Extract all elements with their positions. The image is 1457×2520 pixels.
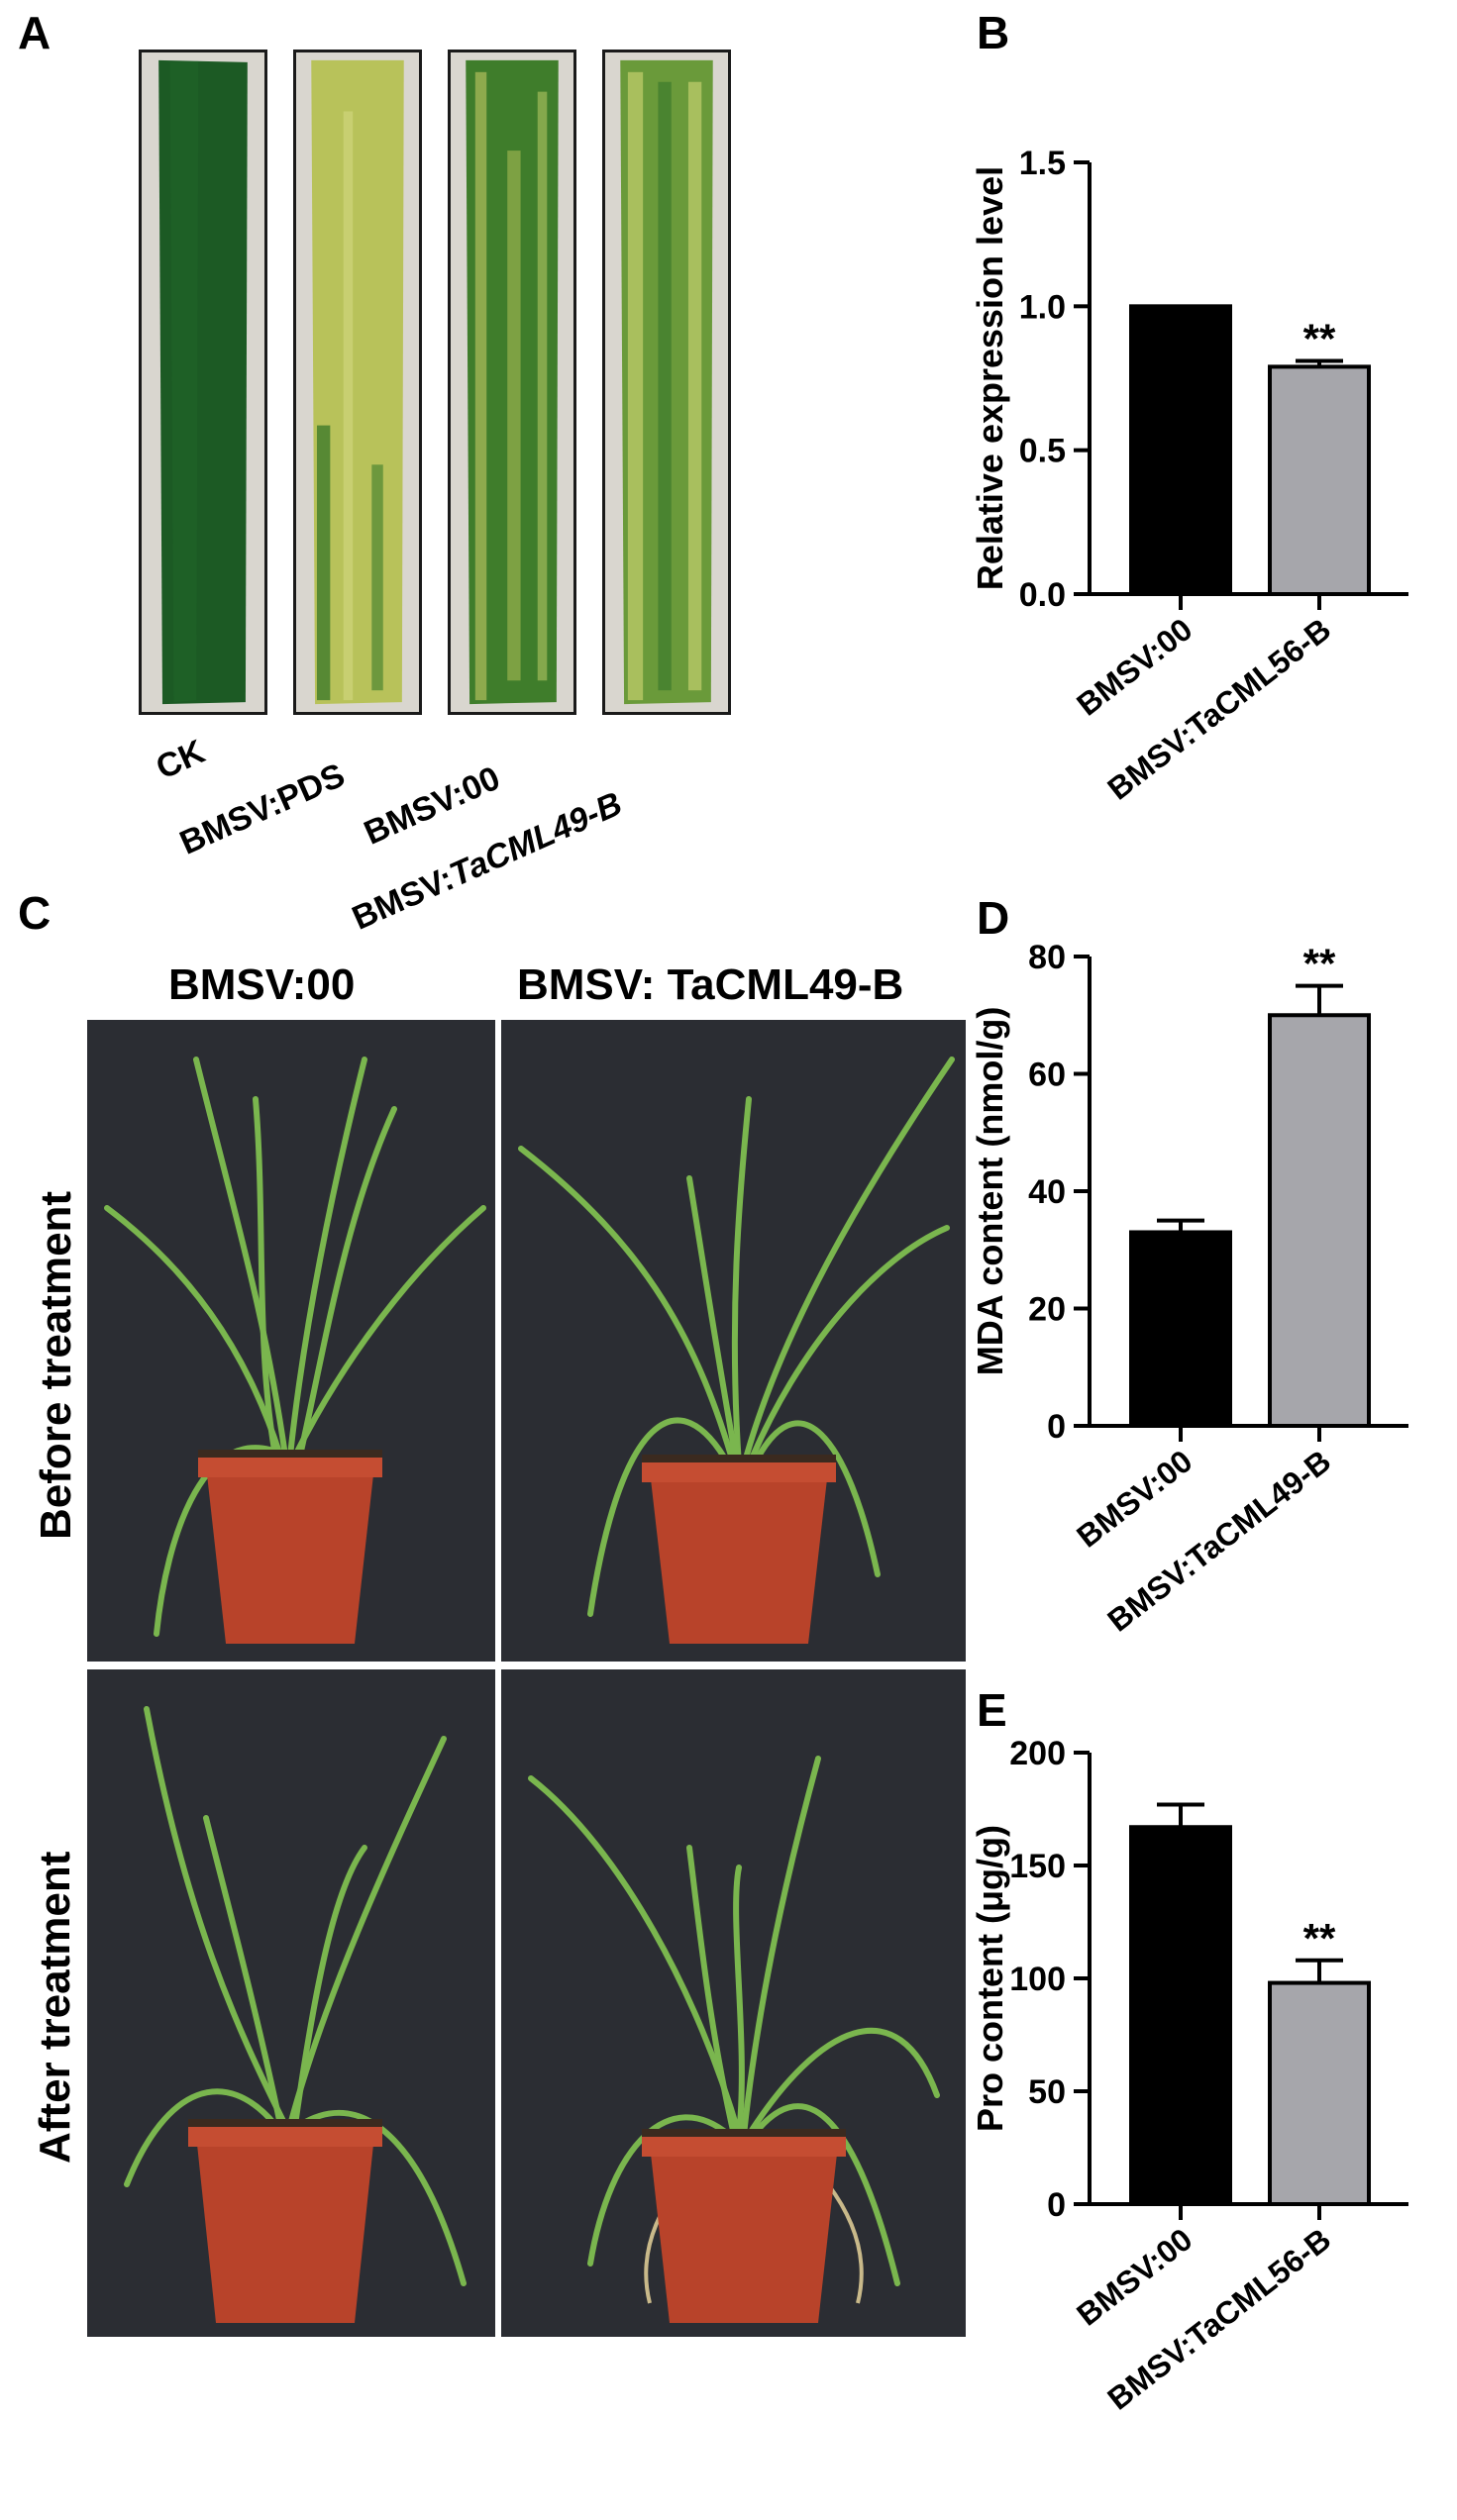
chart-e: 0 50 100 150 200 Pro content (μg/g) BMSV:00 ** B… <box>951 1733 1446 2505</box>
photo-bmsv-00-after <box>87 1669 495 2337</box>
chart-e-bar <box>1129 1825 1232 2207</box>
chart-d-bar <box>1268 1013 1371 1428</box>
leaf-label-prefix: BMSV: <box>347 859 460 938</box>
chart-b-significance: ** <box>1303 316 1336 362</box>
chart-d-significance: ** <box>1303 941 1336 987</box>
chart-b-bar <box>1268 364 1371 596</box>
panel-label-d: D <box>977 892 1010 944</box>
chart-b-category-label: BMSV:TaCML56-B <box>1100 611 1337 807</box>
chart-b-ytick-label: 1.5 <box>1019 145 1066 182</box>
chart-d-ylabel: MDA content (nmol/g) <box>970 1007 1010 1376</box>
leaf-image-ck <box>139 50 267 715</box>
chart-d-category-label: BMSV:00 <box>1070 1443 1198 1555</box>
col-title-bmsv-tacml49-b: BMSV: TaCML49-B <box>517 960 904 1009</box>
chart-b: 0.0 0.5 1.0 1.5 Relative expression level BMS… <box>951 59 1446 891</box>
chart-b-ytick-label: 0.0 <box>1019 576 1066 614</box>
chart-e-ytick-label: 50 <box>1028 2073 1066 2111</box>
chart-e-ytick-label: 150 <box>1009 1848 1066 1885</box>
chart-d-ytick-label: 60 <box>1028 1057 1066 1094</box>
leaf-label-ck: CK <box>151 733 211 787</box>
row-title-after-treatment: After treatment <box>31 1851 79 2164</box>
chart-d-ytick-label: 0 <box>1047 1408 1066 1446</box>
chart-e-category-label: BMSV:TaCML56-B <box>1100 2221 1337 2417</box>
photo-bmsv-tacml49-b-before <box>501 1020 966 1662</box>
chart-e-ytick-label: 100 <box>1009 1961 1066 1998</box>
leaf-label-bmsv-00: BMSV:00 <box>359 758 506 853</box>
photo-bmsv-00-before <box>87 1020 495 1662</box>
chart-d-category-label: BMSV:TaCML49-B <box>1100 1443 1337 1639</box>
panel-label-a: A <box>18 7 52 58</box>
chart-d-ytick-label: 40 <box>1028 1173 1066 1211</box>
chart-e-svg: 0 50 100 150 200 Pro content (μg/g) BMSV:00 ** B… <box>970 1735 1408 2417</box>
chart-d-bar <box>1129 1230 1232 1428</box>
chart-b-ylabel: Relative expression level <box>970 166 1010 590</box>
panel-label-c: C <box>18 887 52 939</box>
chart-b-ytick-label: 0.5 <box>1019 433 1066 470</box>
chart-b-ytick-label: 1.0 <box>1019 288 1066 326</box>
leaf-image-bmsv-00 <box>448 50 576 715</box>
photo-bmsv-tacml49-b-after <box>501 1669 966 2337</box>
chart-e-ytick-label: 0 <box>1047 2186 1066 2224</box>
chart-e-ylabel: Pro content (μg/g) <box>970 1825 1010 2132</box>
chart-d: 0 20 40 60 80 MDA content (nmol/g) BMSV:00 ** BM… <box>951 939 1446 1693</box>
chart-e-category-label: BMSV:00 <box>1070 2221 1198 2333</box>
chart-e-bar <box>1268 1980 1371 2206</box>
leaf-image-bmsv-pds <box>293 50 422 715</box>
panel-label-e: E <box>977 1684 1007 1736</box>
chart-b-bar <box>1129 304 1232 596</box>
col-title-bmsv-00: BMSV:00 <box>168 960 356 1009</box>
chart-d-ytick-label: 20 <box>1028 1291 1066 1329</box>
leaf-image-bmsv-tacml49-b <box>602 50 731 715</box>
chart-e-ytick-label: 200 <box>1009 1735 1066 1772</box>
row-title-before-treatment: Before treatment <box>32 1190 80 1540</box>
panel-label-b: B <box>977 7 1010 58</box>
chart-b-category-label: BMSV:00 <box>1070 611 1198 723</box>
chart-d-ytick-label: 80 <box>1028 939 1066 976</box>
chart-d-svg: 0 20 40 60 80 MDA content (nmol/g) BMSV:00 ** BM… <box>970 939 1408 1639</box>
chart-e-significance: ** <box>1303 1915 1336 1962</box>
